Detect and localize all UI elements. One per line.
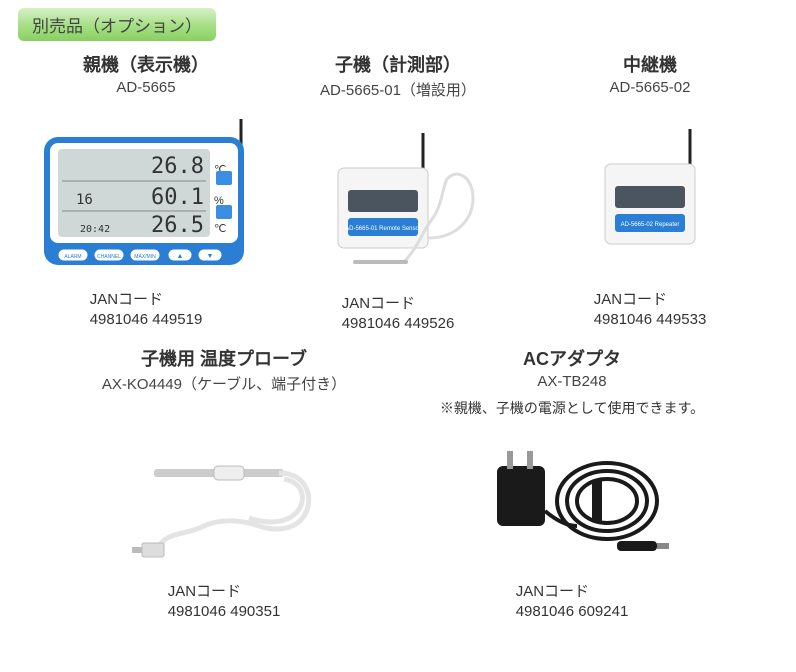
product-cell-master: 親機（表示機） AD-5665 26.8 ℃ 60.1 % 26.5 ℃ 16 [20, 51, 272, 333]
svg-text:▼: ▼ [207, 253, 214, 260]
svg-text:AD-5665-01 Remote Sensor: AD-5665-01 Remote Sensor [345, 226, 421, 232]
jan-block: JANコード 4981046 449526 [342, 294, 455, 333]
jan-block: JANコード 4981046 609241 [516, 582, 629, 621]
product-title: 中継機 [524, 51, 776, 77]
product-image-master: 26.8 ℃ 60.1 % 26.5 ℃ 16 20:42 ALARM [20, 104, 272, 284]
product-model: AX-TB248 [398, 373, 746, 390]
product-cell-repeater: 中継機 AD-5665-02 AD-5665-02 Repeater JANコー… [524, 51, 776, 333]
product-model: AD-5665 [20, 79, 272, 96]
svg-text:MAX/MIN: MAX/MIN [134, 254, 156, 260]
product-cell-adapter: ACアダプタ AX-TB248 ※親機、子機の電源として使用できます。 [398, 345, 746, 621]
product-title: 子機（計測部） [272, 51, 524, 77]
jan-code: 4981046 449519 [90, 311, 203, 328]
repeater-device-icon: AD-5665-02 Repeater [570, 114, 730, 274]
probe-icon [114, 431, 334, 571]
svg-text:16: 16 [76, 192, 93, 208]
svg-text:26.5: 26.5 [151, 213, 204, 238]
product-note-spacer [50, 402, 398, 418]
jan-code: 4981046 609241 [516, 603, 629, 620]
product-title: 親機（表示機） [20, 51, 272, 77]
svg-text:20:42: 20:42 [80, 224, 110, 235]
section-header: 別売品（オプション） [18, 8, 216, 41]
jan-label: JANコード [594, 291, 667, 308]
section-title: 別売品（オプション） [32, 17, 202, 36]
svg-text:26.8: 26.8 [151, 154, 204, 179]
jan-code: 4981046 490351 [168, 603, 281, 620]
product-model: AD-5665-02 [524, 79, 776, 96]
jan-label: JANコード [90, 291, 163, 308]
ac-adapter-icon [462, 431, 682, 571]
product-model: AD-5665-01（増設用） [272, 79, 524, 100]
product-title: 子機用 温度プローブ [50, 345, 398, 371]
product-row-top: 親機（表示機） AD-5665 26.8 ℃ 60.1 % 26.5 ℃ 16 [20, 51, 776, 333]
jan-code: 4981046 449526 [342, 315, 455, 332]
jan-label: JANコード [168, 583, 241, 600]
product-image-adapter [398, 426, 746, 576]
jan-block: JANコード 4981046 449533 [594, 290, 707, 329]
jan-block: JANコード 4981046 449519 [90, 290, 203, 329]
svg-text:AD-5665-02 Repeater: AD-5665-02 Repeater [621, 222, 680, 228]
svg-text:CHANNEL: CHANNEL [97, 254, 121, 260]
svg-text:℃: ℃ [214, 223, 226, 235]
jan-label: JANコード [342, 295, 415, 312]
product-note: ※親機、子機の電源として使用できます。 [398, 398, 746, 418]
master-device-icon: 26.8 ℃ 60.1 % 26.5 ℃ 16 20:42 ALARM [36, 109, 256, 279]
jan-block: JANコード 4981046 490351 [168, 582, 281, 621]
svg-text:▲: ▲ [177, 253, 184, 260]
jan-label: JANコード [516, 583, 589, 600]
sensor-device-icon: AD-5665-01 Remote Sensor [308, 118, 488, 278]
product-cell-sensor: 子機（計測部） AD-5665-01（増設用） AD-5665-01 Remot… [272, 51, 524, 333]
product-image-probe [50, 426, 398, 576]
product-cell-probe: 子機用 温度プローブ AX-KO4449（ケーブル、端子付き） JANコード 4… [50, 345, 398, 621]
jan-code: 4981046 449533 [594, 311, 707, 328]
product-title: ACアダプタ [398, 345, 746, 371]
svg-text:60.1: 60.1 [151, 185, 204, 210]
product-row-bottom: 子機用 温度プローブ AX-KO4449（ケーブル、端子付き） JANコード 4… [50, 345, 746, 621]
svg-text:ALARM: ALARM [64, 254, 81, 260]
product-image-sensor: AD-5665-01 Remote Sensor [272, 108, 524, 288]
product-image-repeater: AD-5665-02 Repeater [524, 104, 776, 284]
product-model: AX-KO4449（ケーブル、端子付き） [50, 373, 398, 394]
